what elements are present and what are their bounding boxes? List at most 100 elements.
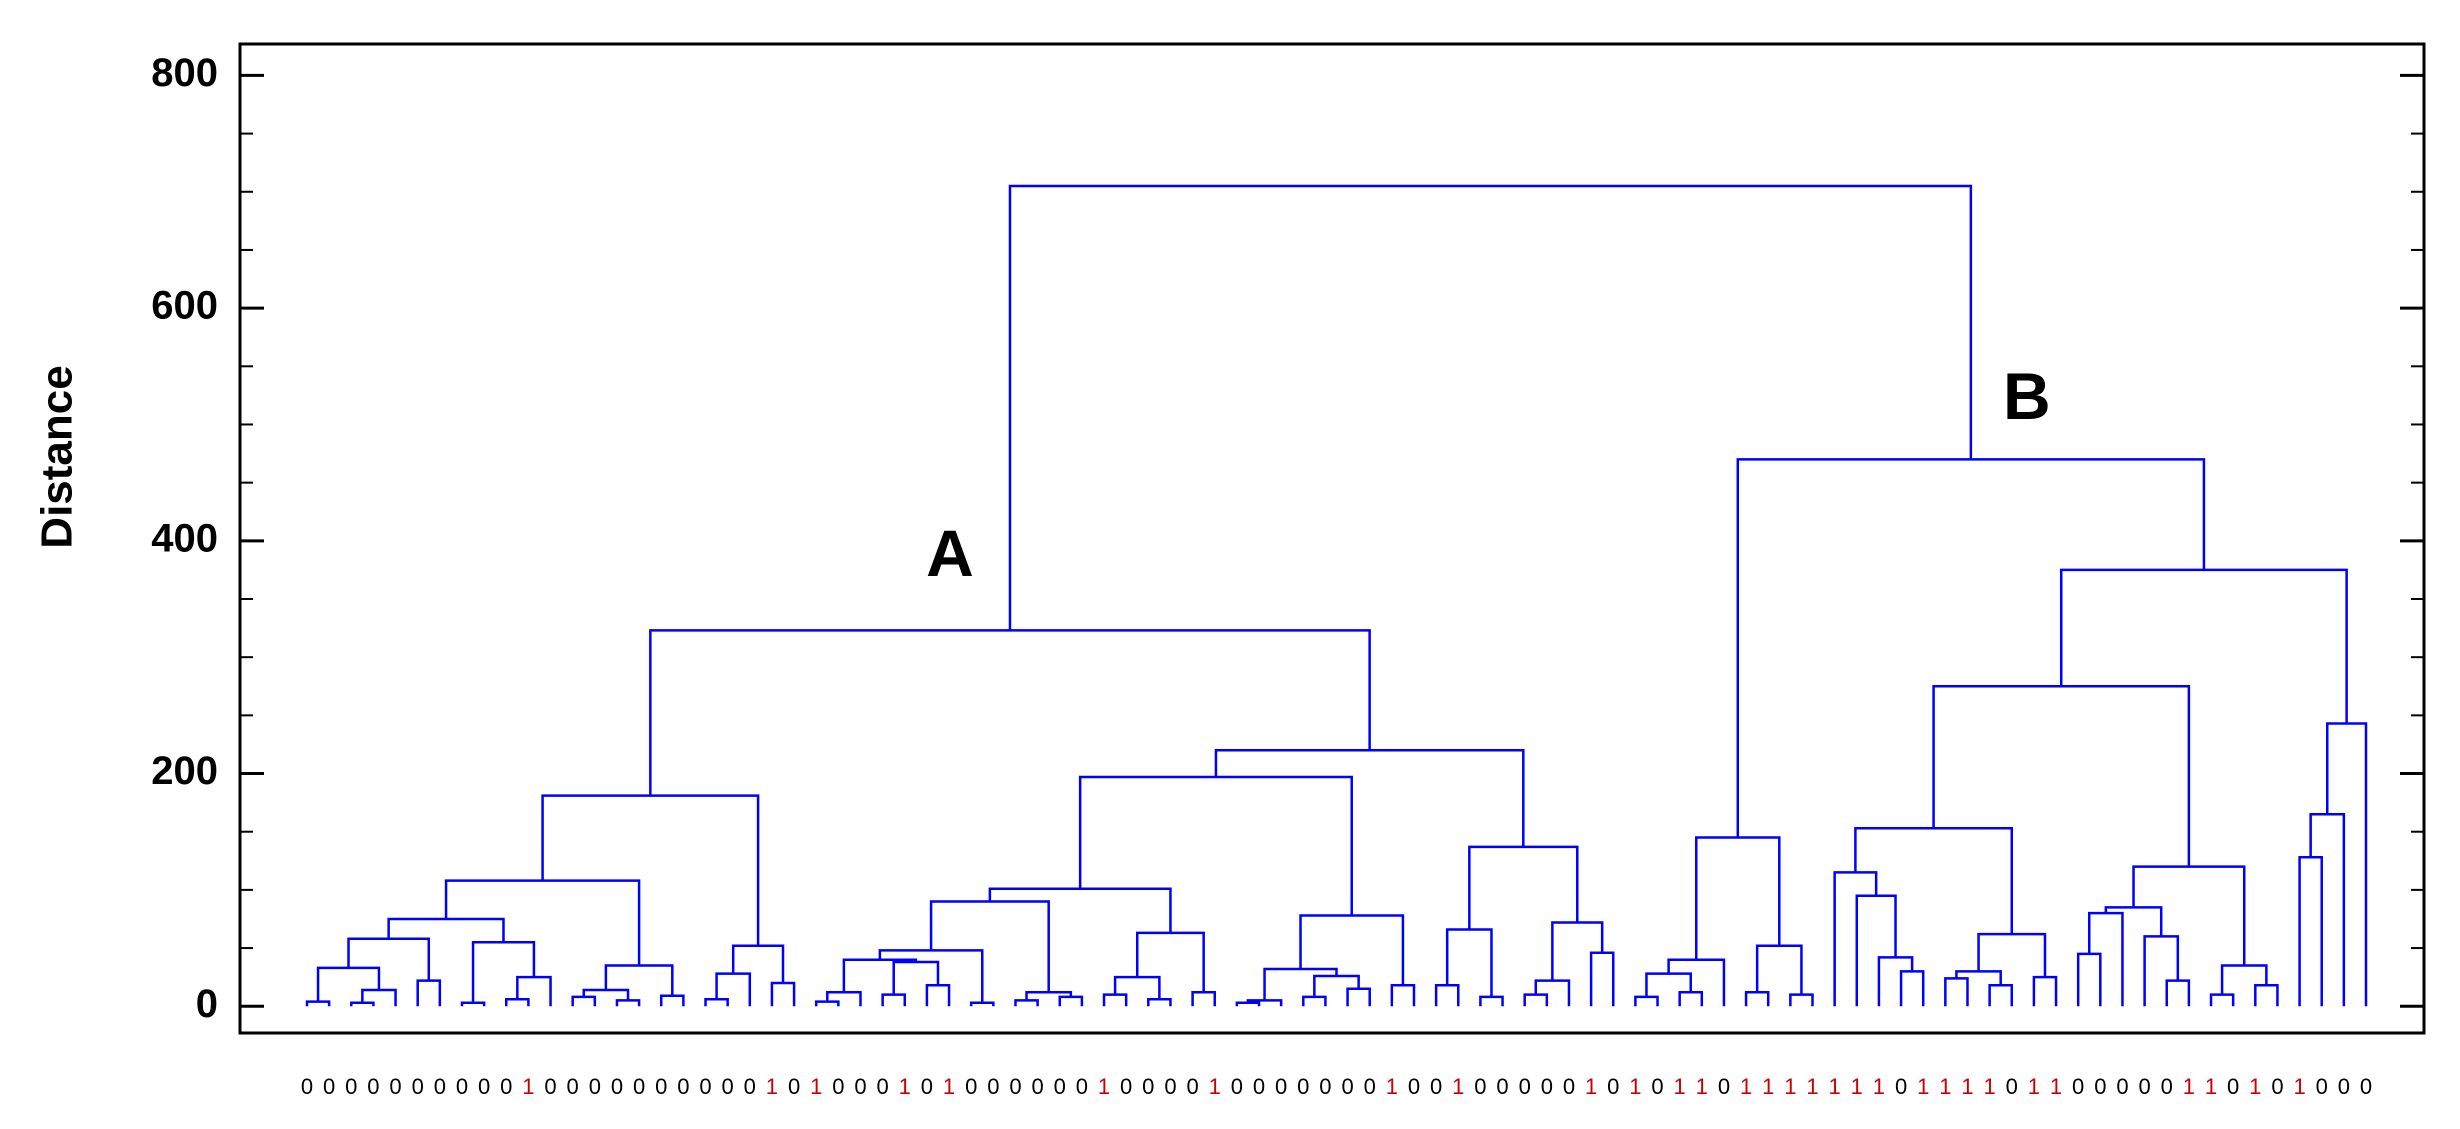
leaf-label: 0 xyxy=(301,1074,313,1099)
y-tick-label: 0 xyxy=(196,982,218,1026)
dendrogram-link xyxy=(929,900,1050,993)
dendrogram-link xyxy=(842,958,918,993)
dendrogram-link xyxy=(2309,813,2346,1007)
leaf-label: 1 xyxy=(1939,1074,1951,1099)
leaf-label: 0 xyxy=(2316,1074,2328,1099)
leaf-label: 1 xyxy=(1784,1074,1796,1099)
dendrogram-link xyxy=(582,988,630,1001)
leaf-label: 0 xyxy=(1054,1074,1066,1099)
dendrogram-link xyxy=(1299,914,1405,986)
leaf-label: 0 xyxy=(1186,1074,1198,1099)
dendrogram-link xyxy=(1755,944,1803,995)
leaf-label: 0 xyxy=(788,1074,800,1099)
leaf-label: 0 xyxy=(965,1074,977,1099)
dendrogram-link xyxy=(1214,749,1525,847)
dendrogram-link xyxy=(1468,845,1579,930)
dendrogram-link xyxy=(2209,993,2235,1007)
leaf-label: 0 xyxy=(677,1074,689,1099)
dendrogram-link xyxy=(1855,894,1897,1007)
dendrogram-link xyxy=(1445,928,1493,997)
leaf-label: 1 xyxy=(1806,1074,1818,1099)
dendrogram-link xyxy=(1744,991,1770,1007)
dendrogram-link xyxy=(704,998,729,1007)
leaf-label: 0 xyxy=(2094,1074,2106,1099)
dendrogram-link xyxy=(1551,921,1604,981)
leaf-label: 1 xyxy=(1762,1074,1774,1099)
leaf-label: 1 xyxy=(2205,1074,2217,1099)
leaf-label: 0 xyxy=(1275,1074,1287,1099)
dendrogram-link xyxy=(2165,979,2191,1007)
plot-frame xyxy=(238,42,2426,1035)
annotation: B xyxy=(2003,359,2051,433)
leaf-label: 1 xyxy=(766,1074,778,1099)
dendrogram-link xyxy=(2104,906,2163,937)
dendrogram-link xyxy=(1263,967,1338,1001)
dendrogram-link xyxy=(1932,685,2191,867)
leaf-label: 0 xyxy=(1341,1074,1353,1099)
dendrogram-link xyxy=(1589,951,1615,1007)
leaf-label: 0 xyxy=(2072,1074,2084,1099)
dendrogram-link xyxy=(541,794,760,946)
leaf-label: 0 xyxy=(345,1074,357,1099)
leaf-label: 1 xyxy=(2293,1074,2305,1099)
leaf-label: 1 xyxy=(2050,1074,2062,1099)
leaf-label: 0 xyxy=(1231,1074,1243,1099)
dendrogram-link xyxy=(1944,977,1969,1007)
dendrogram-link xyxy=(814,1000,840,1007)
leaf-label: 0 xyxy=(389,1074,401,1099)
leaf-label: 0 xyxy=(1120,1074,1132,1099)
leaf-label: 1 xyxy=(1674,1074,1686,1099)
dendrogram-link xyxy=(731,944,785,983)
leaf-label: 0 xyxy=(1076,1074,1088,1099)
dendrogram-link xyxy=(350,1001,375,1007)
dendrogram-link xyxy=(1058,995,1084,1007)
leaf-label: 1 xyxy=(1829,1074,1841,1099)
dendrogram-link xyxy=(1634,995,1659,1007)
dendrogram-link xyxy=(516,975,552,1007)
dendrogram-link xyxy=(1877,956,1914,1007)
leaf-label: 0 xyxy=(412,1074,424,1099)
dendrogram-link xyxy=(826,991,862,1007)
dendrogram-link xyxy=(460,1001,486,1007)
dendrogram-link xyxy=(715,972,752,1007)
leaf-label: 0 xyxy=(544,1074,556,1099)
leaf-label: 1 xyxy=(1386,1074,1398,1099)
leaf-label: 1 xyxy=(522,1074,534,1099)
leaf-label: 0 xyxy=(2161,1074,2173,1099)
leaf-label: 1 xyxy=(1873,1074,1885,1099)
leaf-label: 0 xyxy=(2227,1074,2239,1099)
leaf-label: 0 xyxy=(2006,1074,2018,1099)
leaf-label: 1 xyxy=(1740,1074,1752,1099)
dendrogram-link xyxy=(1833,871,1878,1007)
leaf-label: 1 xyxy=(943,1074,955,1099)
leaf-label: 1 xyxy=(1696,1074,1708,1099)
dendrogram-link xyxy=(2143,935,2180,1007)
dendrogram-link xyxy=(1014,999,1039,1007)
dendrogram-link xyxy=(1523,993,1549,1007)
leaf-label: 0 xyxy=(1563,1074,1575,1099)
leaf-label: 0 xyxy=(1607,1074,1619,1099)
leaf-label: 1 xyxy=(1917,1074,1929,1099)
dendrogram-link xyxy=(2298,856,2323,1007)
dendrogram-link xyxy=(444,879,641,966)
leaf-label: 1 xyxy=(1098,1074,1110,1099)
dendrogram-link xyxy=(988,887,1172,933)
leaf-label: 1 xyxy=(2028,1074,2040,1099)
y-tick-label: 600 xyxy=(151,284,218,328)
dendrogram-link xyxy=(1479,995,1504,1007)
leaf-label: 0 xyxy=(2116,1074,2128,1099)
leaf-label: 0 xyxy=(1519,1074,1531,1099)
leaf-label: 0 xyxy=(1009,1074,1021,1099)
dendrogram-link xyxy=(2326,722,2368,1007)
leaf-label: 0 xyxy=(456,1074,468,1099)
dendrogram-link xyxy=(2032,975,2058,1007)
leaf-label: 0 xyxy=(1718,1074,1730,1099)
dendrogram-link xyxy=(1008,184,1973,631)
dendrogram-link xyxy=(1313,974,1360,997)
leaf-label: 0 xyxy=(1408,1074,1420,1099)
dendrogram-link xyxy=(471,940,536,1003)
dendrogram-link xyxy=(2220,964,2268,995)
dendrogram-link xyxy=(416,979,442,1007)
dendrogram-link xyxy=(1235,1001,1261,1007)
leaf-label: 0 xyxy=(2271,1074,2283,1099)
